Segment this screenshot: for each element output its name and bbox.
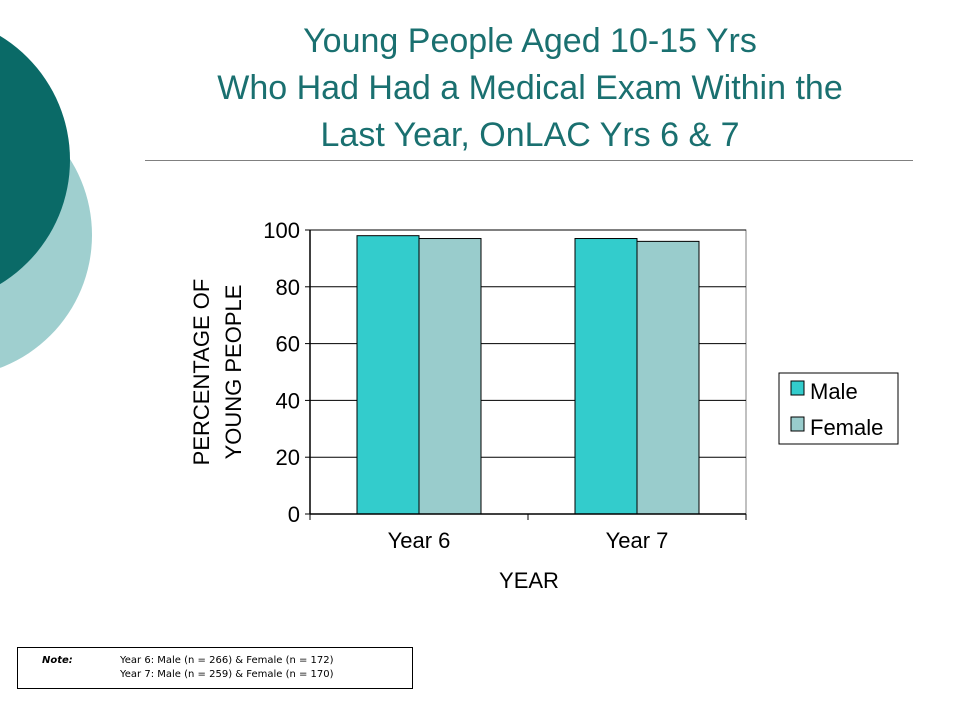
y-tick-label: 0 xyxy=(288,502,300,527)
title-divider xyxy=(145,160,913,161)
y-axis-label-line-1: PERCENTAGE OF xyxy=(189,279,214,466)
y-axis-label-line-2: YOUNG PEOPLE xyxy=(221,285,246,460)
x-tick-label: Year 7 xyxy=(606,528,669,553)
title-line-3: Last Year, OnLAC Yrs 6 & 7 xyxy=(320,116,740,154)
title-line-2: Who Had Had a Medical Exam Within the xyxy=(217,69,843,107)
y-tick-label: 20 xyxy=(276,445,300,470)
decoration-dark-circle xyxy=(0,35,70,285)
note-line-2: Year 7: Male (n = 259) & Female (n = 170… xyxy=(120,669,334,680)
bar-female xyxy=(636,240,700,515)
note-label: Note: xyxy=(42,655,73,666)
bar-male xyxy=(574,238,638,515)
slide-decoration xyxy=(0,35,92,368)
y-tick-label: 100 xyxy=(263,218,300,243)
legend-swatch-female xyxy=(790,416,805,432)
x-tick-label: Year 6 xyxy=(388,528,451,553)
y-tick-label: 60 xyxy=(276,332,300,357)
title-line-1: Young People Aged 10-15 Yrs xyxy=(303,22,757,60)
bar-chart: 0 20 40 60 80 100 Year 6 Year 7 YEAR PERCENTAGE O… xyxy=(189,218,899,593)
y-tick-label: 80 xyxy=(276,275,300,300)
bar-male xyxy=(356,235,420,515)
y-tick-label: 40 xyxy=(276,388,300,413)
legend-swatch-male xyxy=(790,380,805,396)
legend-label-male: Male xyxy=(810,379,858,404)
x-axis-label: YEAR xyxy=(499,568,559,593)
legend-label-female: Female xyxy=(810,415,883,440)
note-box: Note: Year 6: Male (n = 266) & Female (n… xyxy=(17,647,413,689)
bar-female xyxy=(418,238,482,515)
note-line-1: Year 6: Male (n = 266) & Female (n = 172… xyxy=(120,655,334,666)
slide-title: Young People Aged 10-15 Yrs Who Had Had … xyxy=(150,18,910,159)
